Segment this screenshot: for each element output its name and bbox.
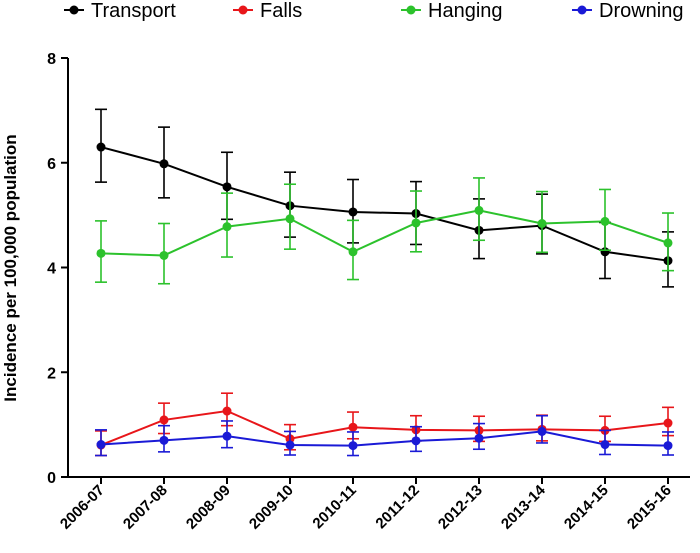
series-line-drowning [100, 430, 669, 447]
legend-marker [69, 5, 79, 15]
data-point-transport [159, 159, 169, 169]
data-point-hanging [348, 247, 358, 257]
y-tick-label: 0 [47, 470, 56, 487]
x-tick-label: 2012-13 [435, 482, 486, 533]
legend-item-falls: Falls [233, 0, 302, 22]
x-tick-label: 2009-10 [246, 482, 297, 533]
data-point-drowning [222, 431, 232, 441]
x-tick-label: 2014-15 [561, 482, 612, 533]
y-tick-label: 8 [47, 51, 56, 68]
x-axis: 2006-07 2007-08 2008-09 2009-10 2010-11 2011-… [57, 476, 690, 533]
data-point-falls [663, 418, 673, 428]
data-point-drowning [600, 440, 610, 450]
y-tick-label: 6 [47, 156, 56, 173]
x-tick-label: 2015-16 [624, 482, 675, 533]
legend-item-transport: Transport [64, 0, 176, 22]
series-line-transport [100, 146, 669, 262]
data-point-hanging [285, 214, 295, 224]
legend-label-hanging: Hanging [428, 0, 503, 22]
x-tick-label: 2007-08 [120, 482, 171, 533]
data-point-hanging [159, 250, 169, 260]
data-point-transport [222, 182, 232, 192]
data-point-transport [96, 142, 106, 152]
plot-area [95, 108, 674, 457]
data-point-hanging [411, 218, 421, 228]
data-point-drowning [159, 435, 169, 445]
series-transport [95, 108, 674, 288]
data-point-drowning [474, 433, 484, 443]
data-point-transport [348, 207, 358, 217]
data-point-drowning [663, 441, 673, 451]
series-line-falls [100, 409, 669, 446]
series-line-hanging [100, 209, 669, 257]
y-tick-label: 4 [47, 261, 56, 278]
legend-item-hanging: Hanging [401, 0, 503, 22]
series-hanging [95, 177, 674, 285]
data-point-falls [348, 422, 358, 432]
data-point-drowning [285, 440, 295, 450]
data-point-hanging [537, 219, 547, 229]
data-point-hanging [663, 238, 673, 248]
legend-marker [238, 5, 248, 15]
data-point-hanging [96, 248, 106, 258]
legend-marker [577, 5, 587, 15]
x-tick-label: 2006-07 [57, 482, 108, 533]
data-point-drowning [411, 436, 421, 446]
legend-marker [406, 5, 416, 15]
x-tick-label: 2010-11 [309, 482, 359, 532]
legend: Transport Falls Hanging Drowning [64, 0, 683, 22]
series-drowning [95, 414, 674, 457]
legend-label-transport: Transport [91, 0, 176, 22]
legend-label-drowning: Drowning [599, 0, 683, 22]
legend-label-falls: Falls [260, 0, 302, 22]
y-axis: 0 2 4 6 8 [47, 51, 69, 487]
data-point-drowning [348, 441, 358, 451]
data-point-falls [159, 415, 169, 425]
data-point-drowning [96, 440, 106, 450]
y-axis-title: Incidence per 100,000 population [1, 134, 20, 401]
data-point-hanging [600, 216, 610, 226]
data-point-hanging [474, 205, 484, 215]
x-tick-label: 2011-12 [372, 482, 422, 532]
y-tick-label: 2 [47, 365, 56, 382]
legend-item-drowning: Drowning [572, 0, 683, 22]
data-point-drowning [537, 426, 547, 436]
x-tick-label: 2008-09 [183, 482, 234, 533]
data-point-hanging [222, 222, 232, 232]
data-point-falls [222, 406, 232, 416]
series-falls [95, 392, 674, 457]
x-tick-label: 2013-14 [498, 481, 549, 532]
